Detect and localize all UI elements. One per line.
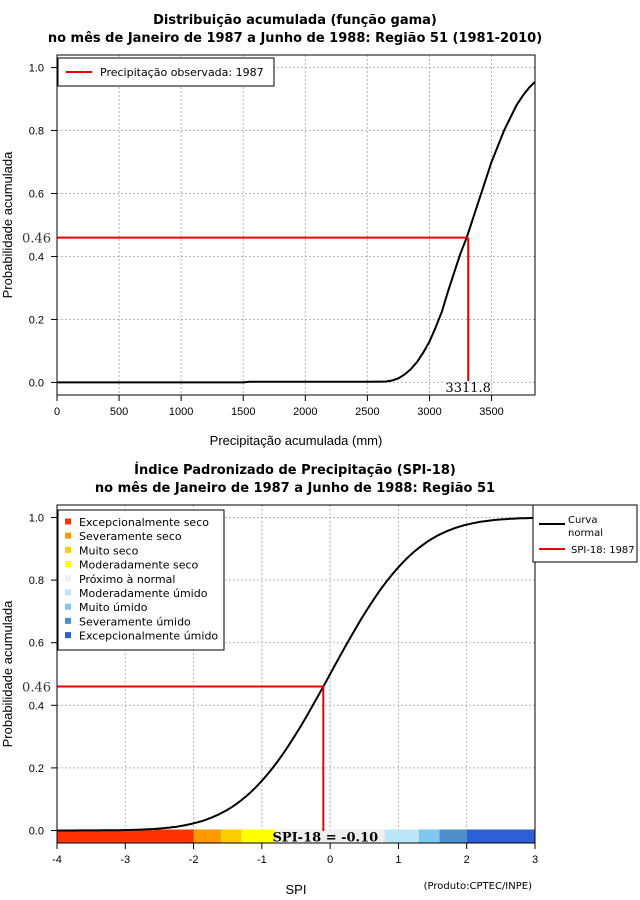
category-legend-swatch [65,575,71,582]
category-legend-swatch [65,518,71,525]
chart2-plot-frame [56,504,536,844]
chart1-x-label: Precipitação acumulada (mm) [210,433,383,448]
category-legend-label: Severamente úmido [79,615,191,628]
y-tick-label: 0.4 [29,700,44,712]
category-band [439,829,467,844]
category-legend-label: Excepcionalmente seco [79,516,209,529]
x-tick-label: 500 [110,406,128,418]
chart2-spi-annotation: SPI-18 = -0.10 [272,830,378,845]
category-band [275,829,385,844]
category-legend-label: Próximo à normal [79,573,175,586]
x-tick-label: -3 [120,854,130,866]
x-tick-label: 3500 [479,406,503,418]
chart1-grid [56,55,535,395]
x-tick-label: 1500 [231,406,255,418]
x-tick-label: -1 [257,854,267,866]
chart1-y-label: Probabilidade acumulada [0,151,15,298]
chart2-line-legend: Curva normal SPI-18: 1987 [532,504,638,563]
chart2-title: Índice Padronizado de Precipitação (SPI-… [134,462,456,478]
series-line [57,81,536,384]
series-line [57,516,536,832]
category-legend-swatch [65,617,71,624]
x-tick-label: 0 [54,406,60,418]
chart2-y-label: Probabilidade acumulada [0,600,15,747]
x-tick-label: 1 [395,854,401,866]
chart1-series [57,81,536,384]
category-legend-swatch [65,546,71,553]
chart1-legend-label: Precipitação observada: 1987 [100,66,264,79]
category-band [466,829,535,844]
chart1-marker-x-label: 3311.8 [445,381,491,396]
x-tick-label: 3 [532,854,538,866]
chart1-legend: Precipitação observada: 1987 [57,57,275,87]
category-legend-swatch [65,561,71,568]
category-band [220,829,242,844]
chart1-marker: 0.46 3311.8 [22,232,491,396]
chart1-subtitle: no mês de Janeiro de 1987 a Junho de 198… [48,31,542,46]
category-band [241,829,276,844]
chart2-x-axis: -4 -3 -2 -1 0 1 2 3 [52,843,538,866]
category-band [418,829,440,844]
category-legend-swatch [65,589,71,596]
y-tick-label: 0.8 [29,575,44,587]
y-tick-label: 0.0 [29,825,44,837]
y-tick-label: 0.2 [29,763,44,775]
y-tick-label: 0.2 [29,314,44,326]
chart2-category-bands [57,829,535,844]
chart2-x-label: SPI [286,882,307,897]
x-tick-label: -4 [52,854,62,866]
chart2-marker: 0.46 [22,681,325,831]
y-tick-label: 0.0 [29,377,44,389]
x-tick-label: 2000 [293,406,317,418]
category-legend-label: Severamente seco [79,530,182,543]
chart1-plot-frame [56,54,536,396]
chart2-legend-normal-label: Curva normal [568,515,604,539]
x-tick-label: 0 [327,854,333,866]
y-tick-label: 0.6 [29,189,44,201]
category-legend-label: Muito úmido [79,601,148,614]
y-tick-label: 1.0 [29,63,44,75]
chart1-legend-box [57,57,275,87]
y-tick-label: 0.4 [29,251,44,263]
chart2-legend-spi-label: SPI-18: 1987 [571,545,635,556]
chart-spi: Índice Padronizado de Precipitação (SPI-… [0,462,638,897]
chart1-y-axis: 0.0 0.2 0.4 0.6 0.8 1.0 [29,63,57,389]
y-tick-label: 1.0 [29,513,44,525]
credit-text: (Produto:CPTEC/INPE) [424,881,532,892]
category-legend-label: Muito seco [79,544,139,557]
category-band [57,829,194,844]
y-tick-label: 0.8 [29,126,44,138]
x-tick-label: 2 [464,854,470,866]
x-tick-label: 2500 [355,406,379,418]
category-legend-label: Excepcionalmente úmido [79,630,218,643]
chart2-category-legend-box [57,509,225,651]
chart2-marker-y-label: 0.46 [22,681,51,696]
chart-gamma: Distribuição acumulada (função gama) no … [0,13,542,448]
x-tick-label: -2 [189,854,199,866]
category-band [384,829,419,844]
category-legend-swatch [65,603,71,610]
chart1-x-axis: 0 500 1000 1500 2000 2500 3000 3500 [54,395,504,418]
chart2-y-axis: 0.0 0.2 0.4 0.6 0.8 1.0 [29,513,57,837]
category-legend-swatch [65,632,71,639]
category-legend-swatch [65,532,71,539]
chart1-title: Distribuição acumulada (função gama) [153,13,437,28]
x-tick-label: 1000 [169,406,193,418]
category-legend-label: Moderadamente seco [79,559,199,572]
x-tick-label: 3000 [417,406,441,418]
chart2-legend-normal-wrap: Curva normal [568,515,604,539]
category-band [193,829,221,844]
chart2-line-legend-box [532,504,638,563]
category-legend-label: Moderadamente úmido [79,587,208,600]
y-tick-label: 0.6 [29,638,44,650]
chart1-marker-y-label: 0.46 [22,232,51,247]
chart2-subtitle: no mês de Janeiro de 1987 a Junho de 198… [95,481,495,496]
chart2-series [57,516,536,832]
